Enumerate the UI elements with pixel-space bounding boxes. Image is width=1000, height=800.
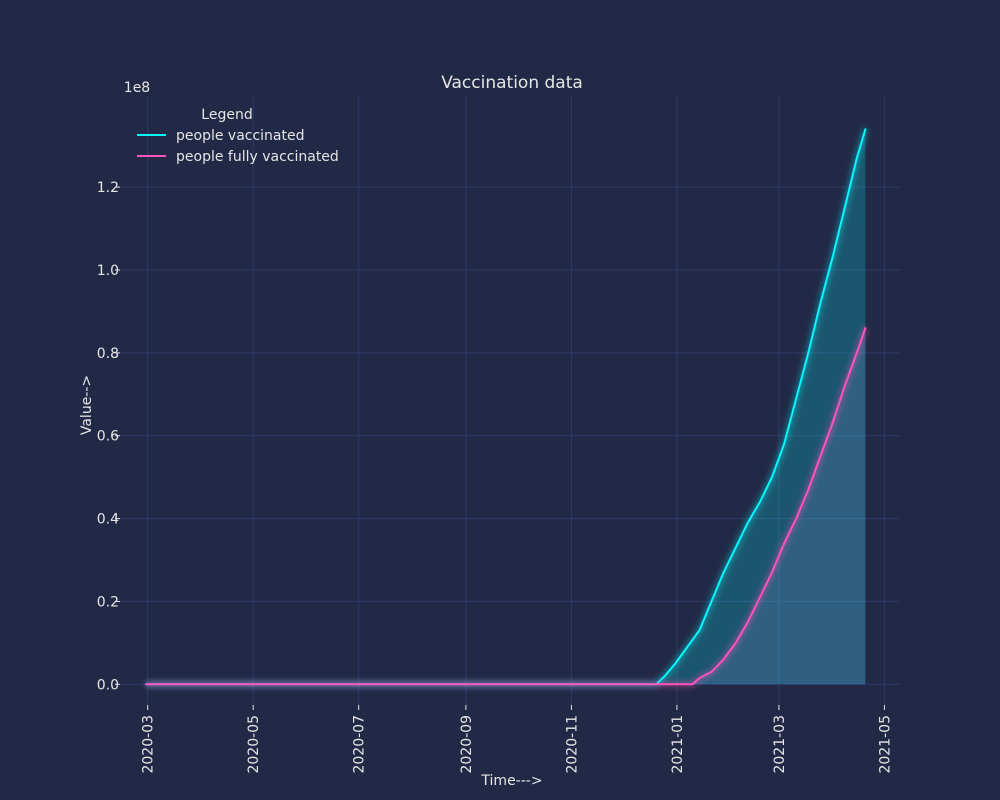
data-point-series-1 (771, 476, 773, 478)
x-tick-label: 2021-01 (670, 715, 686, 774)
data-point-series-2 (795, 517, 798, 520)
x-tick-label: 2020-05 (246, 715, 262, 774)
data-point-series-2 (831, 422, 834, 425)
x-tick-label: 2020-11 (564, 715, 580, 774)
series-lines (145, 128, 869, 688)
data-point-series-2 (855, 352, 858, 354)
data-point-series-2 (819, 455, 822, 458)
data-point-series-1 (855, 157, 858, 160)
data-point-series-1 (686, 646, 689, 648)
data-point-series-2 (843, 385, 846, 387)
line-series-1 (145, 128, 867, 686)
y-tick-label: 0.0 (97, 677, 119, 693)
y-axis-multiplier: 1e8 (124, 80, 150, 96)
data-point-series-2 (771, 571, 773, 574)
y-tick-label: 0.4 (97, 512, 119, 528)
data-point-series-1 (819, 302, 822, 304)
data-point-series-2 (746, 621, 749, 623)
data-point-series-1 (843, 207, 846, 209)
y-axis-label: Value--> (79, 375, 95, 435)
data-point-series-1 (783, 443, 785, 445)
data-point-series-2 (807, 488, 810, 491)
y-tick-label: 0.2 (97, 594, 119, 610)
y-tick-label: 1.2 (97, 180, 119, 196)
data-point-series-2 (734, 642, 737, 644)
data-point-series-1 (734, 546, 737, 549)
y-tick-label: 0.8 (97, 346, 119, 362)
data-point-series-1 (795, 397, 798, 400)
legend-title: Legend (201, 107, 252, 123)
data-point-series-2 (145, 683, 147, 686)
axes: 2020-03 2020-05 2020-07 2020-09 2020-11 2021-… (97, 180, 894, 773)
data-point-series-2 (691, 683, 694, 686)
data-point-series-1 (674, 662, 677, 665)
y-tick-label: 1.0 (97, 263, 119, 279)
x-tick-label: 2020-03 (141, 715, 157, 774)
x-tick-label: 2021-05 (877, 715, 893, 774)
y-tick-label: 0.6 (97, 429, 119, 445)
data-point-series-1 (710, 600, 713, 603)
series-areas (145, 129, 866, 685)
area-fill-series-1 (145, 129, 866, 685)
data-point-series-1 (831, 256, 834, 259)
x-tick-label: 2021-03 (772, 715, 788, 774)
chart-title: Vaccination data (441, 73, 583, 93)
legend-label-people-vaccinated: people vaccinated (176, 128, 305, 144)
area-fill-series-2 (145, 328, 866, 685)
data-point-series-1 (722, 571, 725, 574)
data-point-series-2 (759, 596, 761, 599)
legend: Legend people vaccinated people fully va… (137, 107, 339, 165)
x-axis-label: Time---> (480, 773, 542, 789)
data-point-series-2 (698, 677, 701, 679)
data-point-series-1 (807, 352, 810, 354)
grid-lines (120, 96, 900, 705)
data-point-series-2 (722, 658, 725, 661)
x-tick-label: 2020-09 (459, 715, 475, 774)
data-point-series-1 (663, 675, 666, 677)
data-point-series-2 (710, 671, 713, 673)
data-point-series-1 (746, 521, 749, 524)
data-point-series-1 (864, 128, 867, 131)
data-point-series-2 (864, 327, 867, 329)
data-point-series-2 (783, 542, 785, 545)
data-point-series-1 (698, 629, 701, 632)
data-point-series-1 (759, 501, 761, 503)
x-tick-label: 2020-07 (352, 715, 368, 774)
legend-label-people-fully-vaccinated: people fully vaccinated (176, 149, 339, 165)
